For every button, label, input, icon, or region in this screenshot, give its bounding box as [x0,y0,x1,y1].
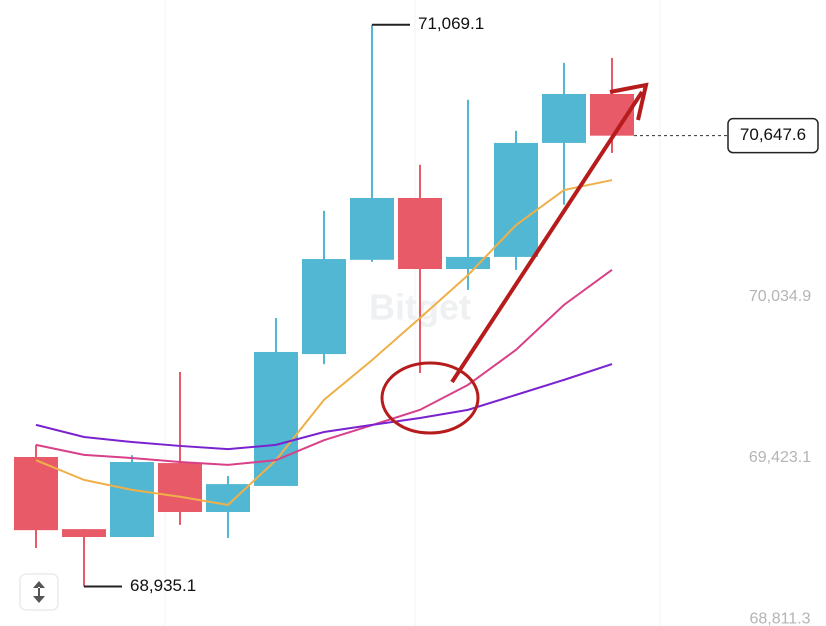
plot: 68,811.3 69,423.1 70,034.9 71,069.1 68,935.1… [14,14,819,626]
candle-body [14,456,58,531]
y-tick-label: 69,423.1 [749,449,811,466]
candle-body [206,484,250,513]
candle-body [446,256,490,270]
trend-arrow [450,90,644,384]
candle-body [62,529,106,538]
candle-body [398,197,442,270]
low-label: 68,935.1 [130,576,196,595]
candle-body [350,197,394,260]
scroll-button[interactable] [19,573,59,611]
candle-body [302,259,346,355]
high-label: 71,069.1 [418,14,484,33]
y-tick-label: 68,811.3 [749,610,810,626]
candle-body [254,351,298,486]
candle-body [542,93,586,143]
icon [33,581,45,603]
candle-body [494,142,538,257]
ma-line [35,363,613,451]
candle-body [110,461,154,538]
ma-line [35,269,613,466]
annotation-overlay [380,82,649,435]
candle-body [158,463,202,513]
last-price-box [727,117,819,154]
last-price-label: 70,647.6 [740,125,806,144]
ma-line [35,179,613,506]
highlight-circle [380,361,480,435]
arrow-head [609,82,649,121]
y-tick-label: 70,034.9 [749,288,811,305]
